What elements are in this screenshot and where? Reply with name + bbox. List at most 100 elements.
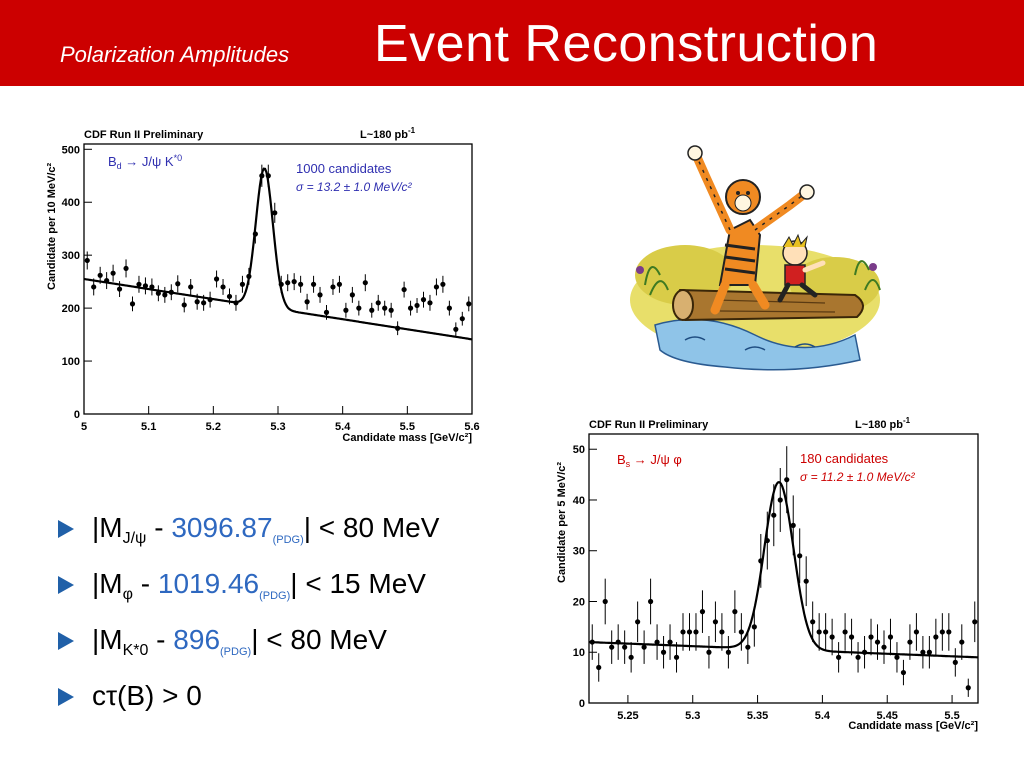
plot2-decay-label: Bs → J/ψ φ [617, 452, 682, 469]
data-point [926, 636, 932, 669]
data-point [285, 274, 291, 292]
data-point [641, 630, 647, 664]
bullet-jpsi-mass: |MJ/ψ - 3096.87(PDG)| < 80 MeV [58, 512, 528, 556]
data-point [654, 624, 660, 660]
x-tick-label: 5.4 [815, 710, 831, 722]
data-point [848, 618, 855, 656]
data-point [920, 636, 926, 669]
data-point [745, 630, 751, 664]
data-point [427, 294, 433, 311]
y-tick-label: 40 [573, 495, 585, 507]
plot1-fit-curve [83, 167, 473, 341]
data-point [349, 286, 355, 303]
data-point [440, 275, 446, 293]
data-point [446, 300, 452, 316]
data-point [673, 642, 680, 673]
bullet-kstar-mass: |MK*0 - 896(PDG)| < 80 MeV [58, 624, 528, 668]
data-point [272, 202, 278, 223]
data-point [913, 613, 920, 651]
data-point [725, 636, 731, 669]
data-point [239, 275, 246, 293]
data-point [188, 279, 194, 295]
data-point [213, 270, 220, 288]
data-point [123, 259, 129, 278]
data-point [317, 286, 323, 303]
plot2-fit-curve [589, 481, 978, 659]
plot1-sigma: σ = 13.2 ± 1.0 MeV/c² [296, 180, 413, 194]
data-point [894, 642, 900, 673]
tiger-figure [687, 145, 815, 315]
x-tick-label: 5 [81, 421, 87, 433]
data-point [868, 618, 874, 656]
bullet-arrow-icon [58, 520, 74, 538]
data-point [706, 636, 712, 669]
data-point [972, 601, 978, 643]
data-point [855, 642, 861, 673]
data-point [356, 300, 362, 316]
data-point [136, 275, 142, 293]
data-point [596, 653, 602, 682]
y-tick-label: 0 [579, 698, 585, 710]
data-point [635, 601, 641, 643]
y-tick-label: 300 [62, 250, 80, 262]
y-tick-label: 20 [573, 596, 585, 608]
data-point [602, 578, 608, 625]
data-point [110, 264, 116, 282]
data-point [609, 630, 615, 664]
plot2-candidates: 180 candidates [800, 451, 889, 466]
x-tick-label: 5.25 [617, 710, 638, 722]
data-point [401, 281, 407, 298]
bullet-phi-mass: |Mφ - 1019.46(PDG)| < 15 MeV [58, 568, 528, 612]
plants [636, 260, 881, 296]
data-point [129, 296, 136, 312]
stream [654, 318, 861, 371]
data-point [829, 618, 835, 656]
data-point [628, 642, 634, 673]
data-point [336, 275, 343, 293]
data-point [887, 618, 894, 656]
data-point [738, 613, 744, 651]
data-point [175, 275, 181, 293]
x-tick-label: 5.35 [747, 710, 768, 722]
plot1-ylabel: Candidate per 10 MeV/c² [46, 163, 58, 290]
y-tick-label: 10 [573, 647, 585, 659]
data-point [959, 624, 965, 660]
data-point [453, 322, 459, 337]
data-point [693, 613, 699, 651]
data-point [420, 291, 427, 308]
data-point [965, 678, 971, 697]
x-tick-label: 5.3 [685, 710, 700, 722]
data-point [946, 613, 952, 651]
data-point [810, 601, 816, 643]
bullet-arrow-icon [58, 688, 74, 706]
y-tick-label: 50 [573, 444, 585, 456]
data-point [466, 296, 472, 312]
slide-subtitle: Polarization Amplitudes [60, 42, 290, 67]
data-point [104, 272, 110, 290]
data-point [939, 613, 945, 651]
data-point [816, 613, 822, 651]
x-tick-label: 5.1 [141, 421, 156, 433]
data-point [680, 613, 686, 651]
plot2-luminosity: L~180 pb-1 [855, 416, 911, 431]
x-tick-label: 5.45 [877, 710, 898, 722]
y-tick-label: 30 [573, 546, 585, 558]
data-point [667, 624, 673, 660]
boy-figure [777, 233, 826, 303]
cartoon-illustration [630, 145, 881, 371]
data-point [362, 274, 368, 292]
data-point [647, 578, 654, 625]
data-point [375, 294, 381, 311]
title-bar: Polarization Amplitudes Event Reconstruc… [0, 0, 1024, 86]
data-point [881, 630, 887, 664]
bd-mass-plot: CDF Run II Preliminary L~180 pb-1 5 5.1 5.… [46, 126, 480, 444]
x-tick-label: 5.5 [400, 421, 415, 433]
y-tick-label: 200 [62, 303, 80, 315]
x-tick-label: 5.2 [206, 421, 221, 433]
plot1-frame [83, 143, 473, 415]
plot1-candidates: 1000 candidates [296, 161, 392, 176]
data-point [162, 286, 168, 303]
slide-title: Event Reconstruction [374, 15, 879, 73]
y-tick-label: 100 [62, 356, 80, 368]
data-point [660, 636, 667, 669]
